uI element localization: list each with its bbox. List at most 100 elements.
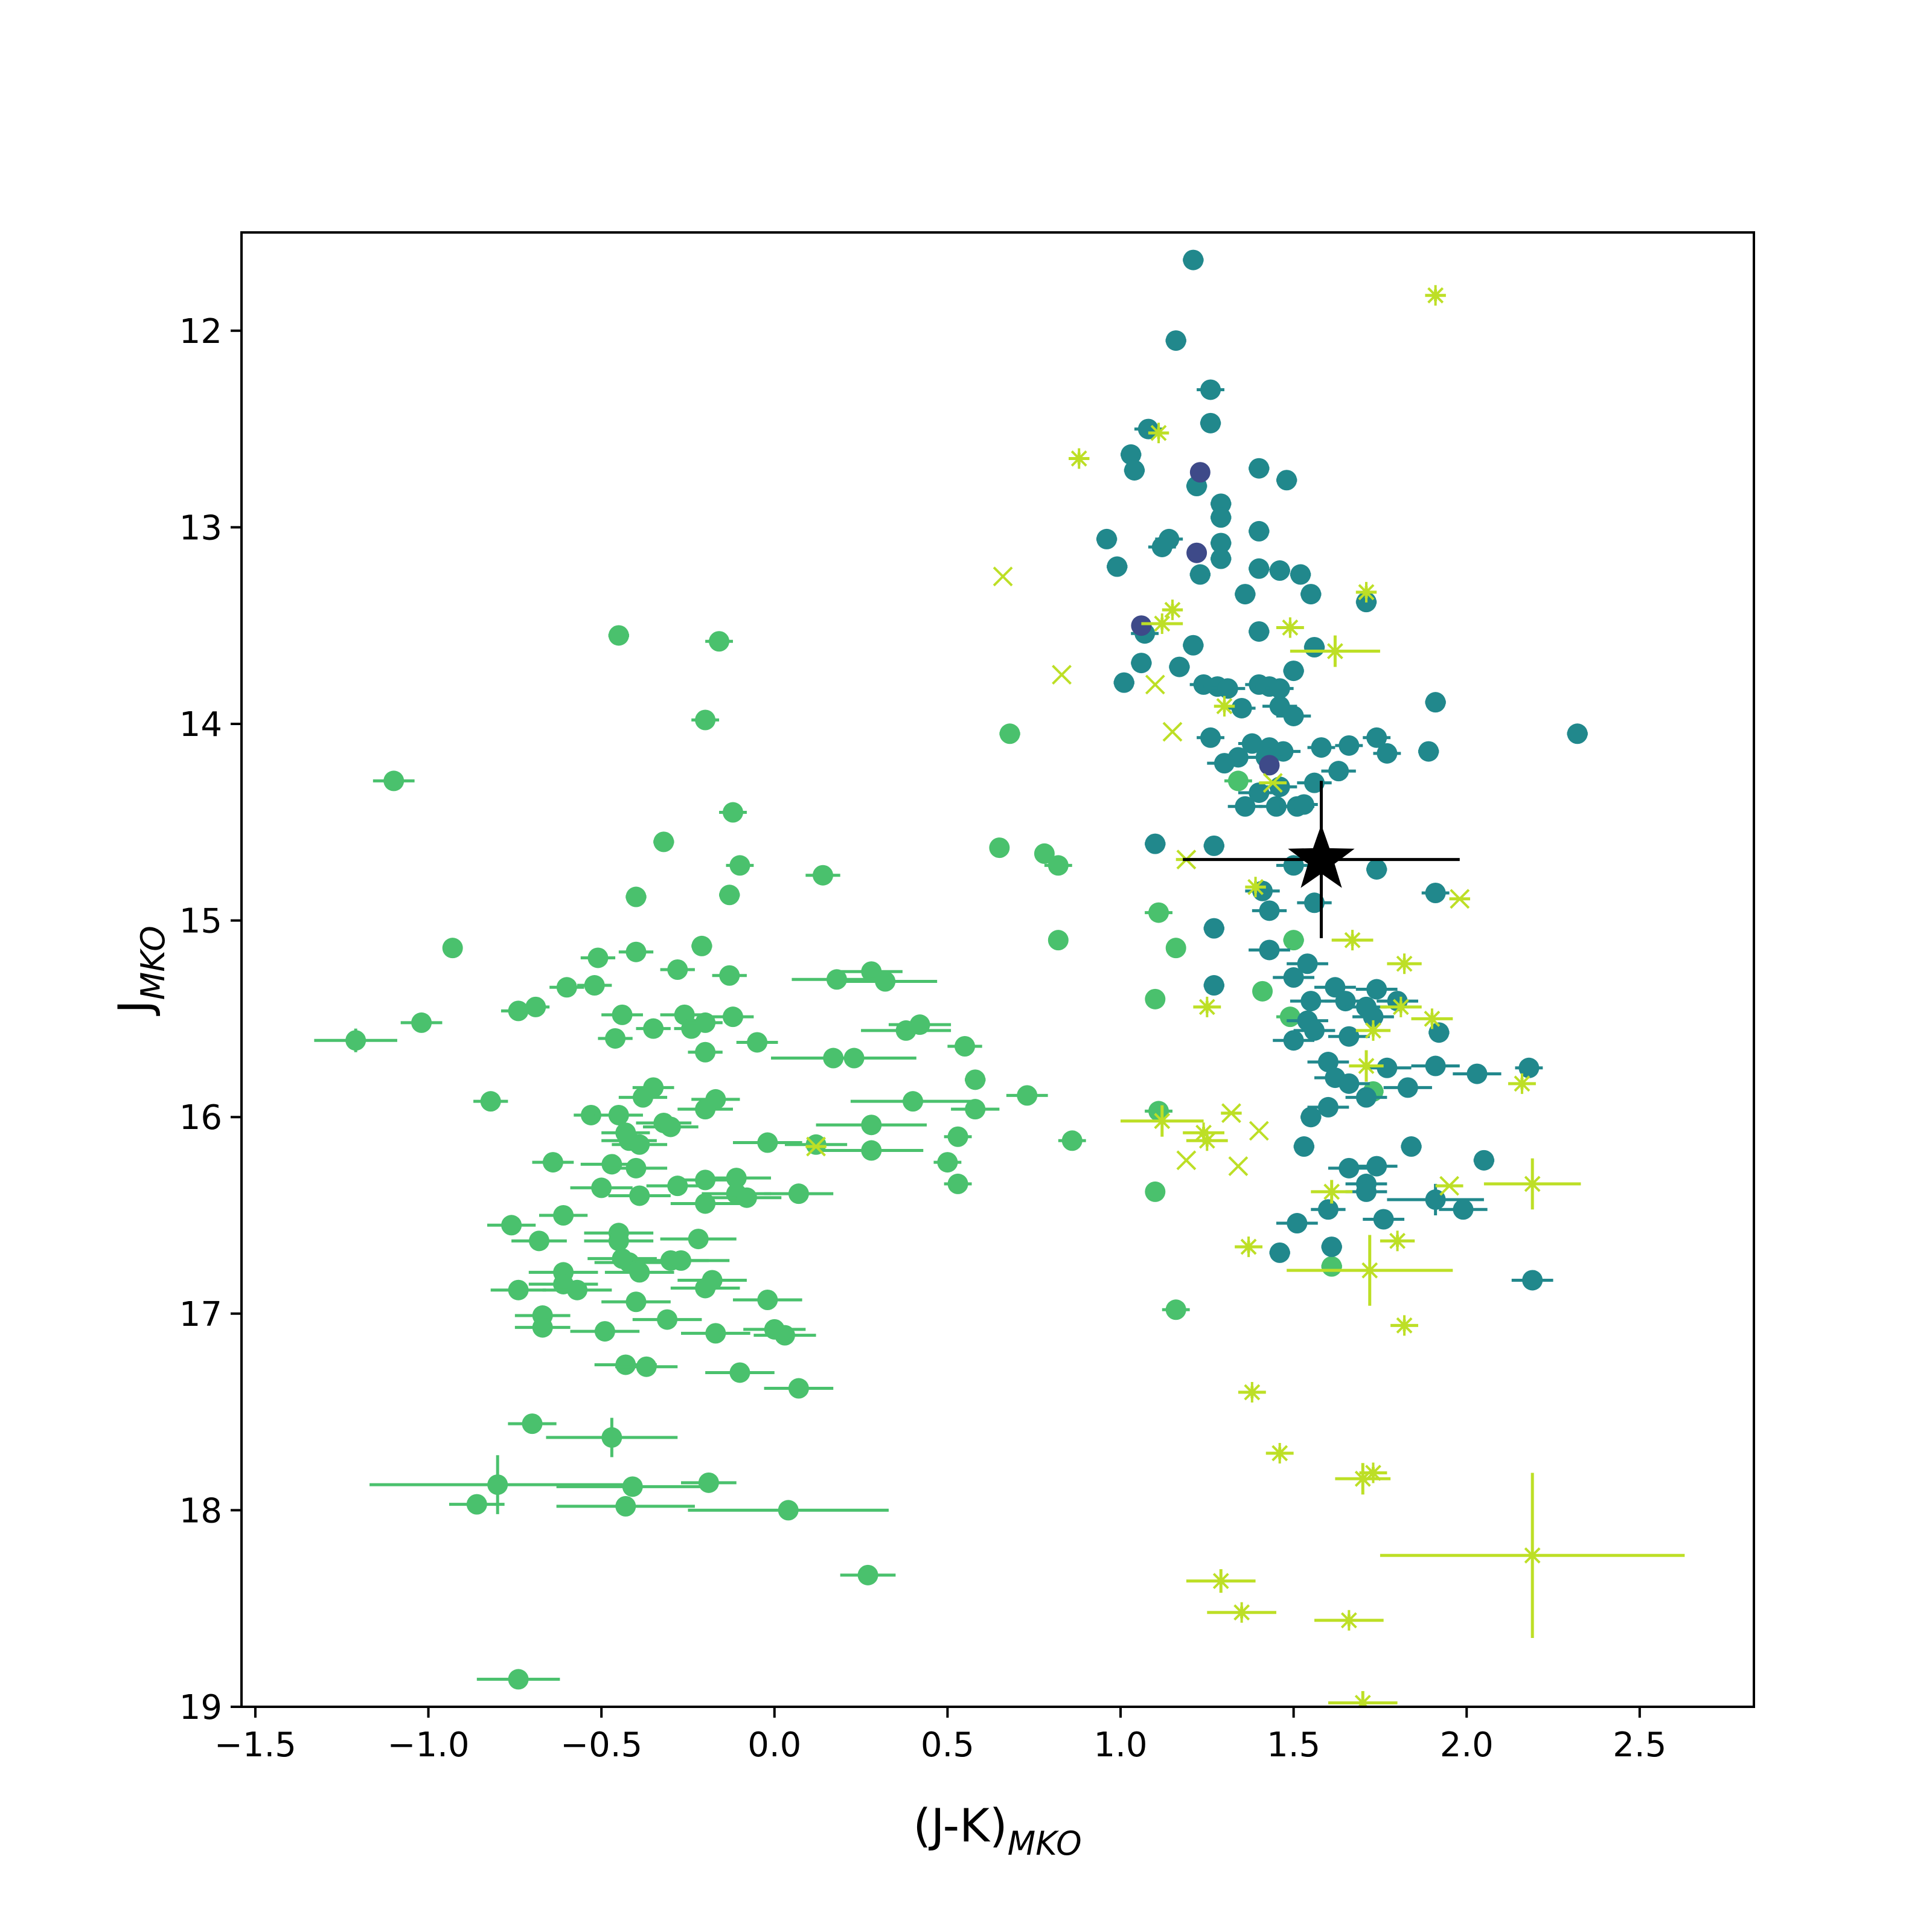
data-point [618, 941, 654, 962]
point-marker [778, 1500, 799, 1521]
target-star-marker [1288, 824, 1355, 888]
y-tick-label: 17 [179, 1295, 222, 1334]
point-marker [1355, 1055, 1377, 1076]
point-marker [695, 709, 716, 731]
data-point [1238, 1382, 1266, 1403]
x-tick-label: 2.5 [1613, 1726, 1666, 1765]
point-marker [480, 1091, 501, 1112]
point-marker [1522, 1545, 1543, 1566]
data-point [712, 965, 747, 986]
data-point [1183, 1122, 1224, 1144]
data-point [1058, 1130, 1086, 1151]
data-point [625, 886, 647, 907]
point-marker [695, 1193, 716, 1214]
data-point [1328, 1157, 1370, 1179]
data-point [792, 969, 882, 990]
data-point [819, 1140, 924, 1161]
data-point [1293, 1020, 1335, 1041]
point-marker [1235, 584, 1256, 605]
point-marker [653, 831, 674, 852]
point-marker [1151, 1110, 1172, 1131]
point-marker [1317, 1199, 1339, 1220]
data-point [732, 1290, 802, 1311]
data-point [473, 1091, 508, 1112]
point-marker [1339, 1026, 1360, 1047]
point-marker [553, 1205, 574, 1226]
y-tick-label: 18 [179, 1491, 222, 1531]
point-marker [345, 1030, 366, 1051]
data-point [1508, 1073, 1536, 1094]
data-point [1276, 1213, 1318, 1234]
x-axis: −1.5 −1.0 −0.5 0.0 0.5 1.0 1.5 2.0 2.5 [214, 1707, 1666, 1765]
data-point [993, 566, 1013, 587]
data-point [1273, 967, 1315, 988]
data-point [1307, 1096, 1349, 1118]
point-marker [1363, 1462, 1384, 1483]
data-point [1265, 1442, 1294, 1463]
point-marker [965, 1069, 986, 1090]
point-marker [1321, 1236, 1342, 1258]
data-point [1355, 1020, 1391, 1041]
data-point [1165, 330, 1186, 351]
data-point [1145, 988, 1166, 1009]
point-marker [608, 1230, 629, 1252]
data-point [1227, 697, 1256, 718]
point-marker [1269, 678, 1290, 699]
point-marker [999, 723, 1020, 744]
point-marker [1339, 1157, 1360, 1179]
point-marker [1467, 1063, 1488, 1084]
data-point [719, 802, 747, 823]
data-point [1120, 1105, 1204, 1137]
data-point [369, 1455, 626, 1514]
data-point [850, 1091, 976, 1112]
point-marker [1300, 584, 1322, 605]
data-point [712, 1006, 754, 1028]
point-marker [542, 1152, 563, 1173]
data-point [1249, 458, 1270, 479]
data-point [636, 1018, 671, 1039]
data-point [570, 1321, 640, 1342]
point-marker [993, 566, 1013, 587]
data-point [1249, 558, 1270, 579]
point-marker [1453, 1199, 1474, 1220]
data-point [314, 1028, 397, 1052]
point-marker [1221, 1103, 1241, 1124]
point-marker [1339, 735, 1360, 756]
point-marker [895, 1020, 916, 1041]
data-point [726, 855, 754, 876]
data-point [618, 1087, 668, 1108]
point-marker [643, 1018, 664, 1039]
point-marker [1325, 641, 1346, 662]
data-point [1200, 412, 1221, 433]
point-marker [1355, 1087, 1377, 1108]
point-marker [501, 1215, 522, 1236]
data-point [691, 935, 712, 956]
data-point [1124, 459, 1145, 481]
point-marker [1252, 980, 1273, 1002]
point-marker [1342, 930, 1363, 951]
point-marker [1214, 696, 1235, 717]
point-marker [1211, 1570, 1232, 1591]
data-point [508, 1413, 557, 1435]
x-tick-label: 1.0 [1093, 1726, 1147, 1765]
data-point [933, 1152, 962, 1173]
point-marker [1200, 412, 1221, 433]
point-marker [1228, 1156, 1249, 1177]
point-marker [1145, 833, 1166, 854]
point-marker [1300, 991, 1322, 1012]
data-point [1145, 902, 1172, 923]
point-marker [1321, 1256, 1342, 1277]
point-marker [1259, 939, 1280, 961]
data-point [1183, 635, 1204, 656]
data-point [1373, 743, 1401, 764]
data-point [1197, 727, 1224, 748]
point-marker [1186, 542, 1208, 563]
point-marker [1293, 1136, 1314, 1157]
data-point [1383, 1077, 1432, 1098]
point-marker [1249, 1121, 1269, 1141]
point-marker [1193, 1122, 1214, 1144]
point-marker [667, 959, 688, 980]
data-point [688, 1500, 889, 1521]
data-point [1328, 1690, 1398, 1707]
data-point [1331, 930, 1374, 951]
